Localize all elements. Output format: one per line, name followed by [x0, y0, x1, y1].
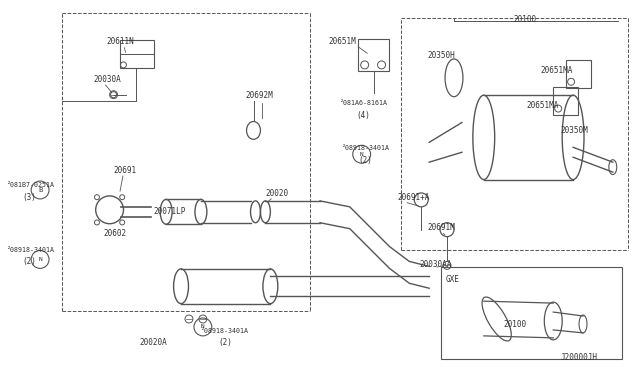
Bar — [120, 40, 154, 68]
Text: 20602: 20602 — [104, 229, 127, 238]
Text: ²081B7-0251A: ²081B7-0251A — [7, 182, 55, 188]
Bar — [358, 39, 390, 71]
Text: 20651MA: 20651MA — [527, 101, 559, 110]
Text: 20691M: 20691M — [427, 223, 455, 232]
Bar — [553, 87, 578, 115]
Text: N: N — [360, 152, 364, 157]
Text: 20350H: 20350H — [427, 51, 455, 61]
Text: 20100: 20100 — [504, 320, 527, 330]
Text: (4): (4) — [356, 111, 371, 120]
Text: (3): (3) — [22, 193, 36, 202]
Text: ²08918-3401A: ²08918-3401A — [201, 328, 249, 334]
Text: 20350M: 20350M — [560, 126, 588, 135]
Text: 20030AA: 20030AA — [419, 260, 452, 269]
Text: J20000JH: J20000JH — [560, 353, 597, 362]
Text: 20611N: 20611N — [107, 36, 134, 46]
Text: N: N — [38, 257, 42, 262]
Text: 20651MA: 20651MA — [540, 66, 573, 76]
Text: ²08918-3401A: ²08918-3401A — [342, 145, 390, 151]
Text: 20020A: 20020A — [140, 338, 167, 347]
Text: 20691+A: 20691+A — [397, 193, 430, 202]
Text: 20691: 20691 — [113, 166, 137, 174]
Text: (2): (2) — [219, 338, 232, 347]
Text: ²08918-3401A: ²08918-3401A — [7, 247, 55, 253]
Bar — [441, 267, 621, 359]
Text: N: N — [201, 324, 205, 330]
Text: (2): (2) — [22, 257, 36, 266]
Text: 20020: 20020 — [266, 189, 289, 198]
Text: 20651M: 20651M — [328, 36, 356, 46]
Bar — [566, 60, 591, 88]
Text: 20692M: 20692M — [246, 91, 273, 100]
Text: 20030A: 20030A — [93, 75, 122, 84]
Text: (2): (2) — [358, 156, 372, 165]
Text: 20071LP: 20071LP — [153, 207, 186, 216]
Text: ²081A6-8161A: ²081A6-8161A — [340, 100, 388, 106]
Text: GXE: GXE — [446, 275, 460, 284]
Text: 20100: 20100 — [513, 15, 537, 24]
Text: B: B — [38, 187, 42, 193]
